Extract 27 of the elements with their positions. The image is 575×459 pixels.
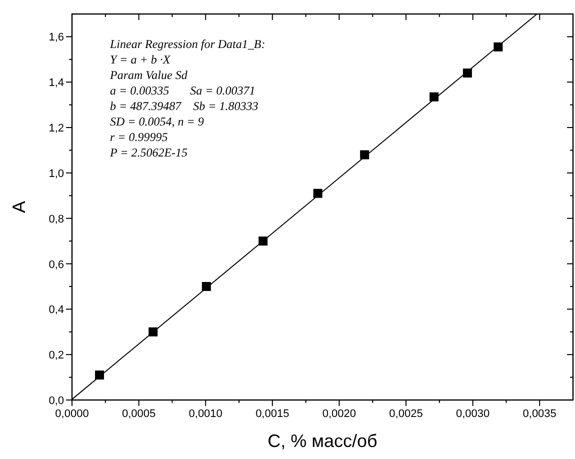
y-tick-label: 1,4 xyxy=(48,77,64,90)
annotation: b = 487.39487 Sb = 1.80333 xyxy=(110,99,258,113)
annotation: SD = 0.0054, n = 9 xyxy=(110,114,204,128)
x-tick-label: 0,0030 xyxy=(456,408,490,420)
annotation: Y = a + b ·X xyxy=(110,52,171,66)
x-tick-label: 0,0020 xyxy=(322,408,356,420)
y-tick-label: 1,2 xyxy=(48,122,64,135)
y-tick-label: 0,4 xyxy=(48,304,64,316)
y-tick-label: 1,6 xyxy=(48,32,64,44)
y-tick-label: 0,6 xyxy=(48,258,64,271)
annotation: Param Value Sd xyxy=(109,68,188,82)
x-tick-label: 0,0005 xyxy=(122,408,156,420)
annotation: a = 0.00335 Sa = 0.00371 xyxy=(110,84,256,98)
x-tick-label: 0,0025 xyxy=(389,408,423,420)
annotation: P = 2.5062E-15 xyxy=(109,146,188,160)
y-axis-title: A xyxy=(9,200,29,214)
annotation: r = 0.99995 xyxy=(110,130,168,144)
x-tick-label: 0,0015 xyxy=(256,408,290,420)
x-tick-label: 0,0035 xyxy=(522,408,556,420)
y-tick-label: 1,0 xyxy=(48,168,64,180)
x-tick-label: 0,0010 xyxy=(188,408,222,420)
x-tick-label: 0,0000 xyxy=(55,408,89,420)
y-tick-label: 0,2 xyxy=(48,350,64,362)
y-tick-label: 0,0 xyxy=(48,395,64,407)
y-tick-label: 0,8 xyxy=(48,213,64,226)
x-axis-title: C, % масс/об xyxy=(268,431,378,451)
annotation: Linear Regression for Data1_B: xyxy=(109,37,266,51)
